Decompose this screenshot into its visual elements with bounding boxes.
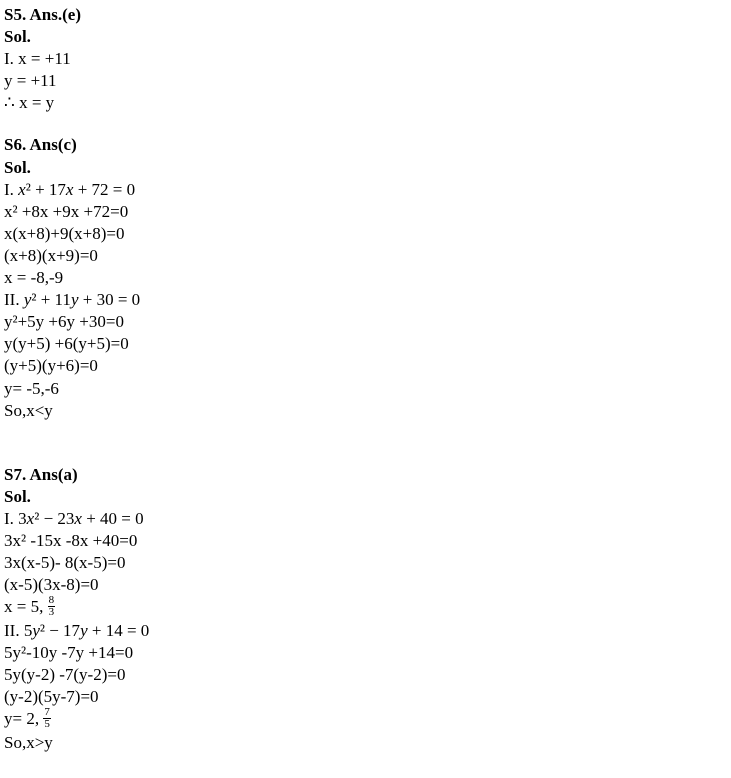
s5-line: ∴ x = y (4, 92, 727, 114)
s6-line: y²+5y +6y +30=0 (4, 311, 727, 333)
s6-line: So,x<y (4, 400, 727, 422)
s6-line: (x+8)(x+9)=0 (4, 245, 727, 267)
s5-line: I. x = +11 (4, 48, 727, 70)
eq-text: ² − 23 (34, 509, 74, 528)
eq-text: ² + 11 (31, 290, 71, 309)
s7-equation-2: II. 5y² − 17y + 14 = 0 (4, 620, 727, 642)
s6-line: x = -8,-9 (4, 267, 727, 289)
s7-sol-label: Sol. (4, 486, 727, 508)
fraction-denominator: 3 (48, 607, 56, 618)
s6-equation-2: II. y² + 11y + 30 = 0 (4, 289, 727, 311)
eq-prefix: I. (4, 180, 18, 199)
s7-x-equals: x = 5, 83 (4, 596, 727, 620)
s6-line: y= -5,-6 (4, 378, 727, 400)
eq-text: ² − 17 (40, 621, 80, 640)
s6-line: x(x+8)+9(x+8)=0 (4, 223, 727, 245)
eq-text: ² + 17 (26, 180, 66, 199)
fraction: 75 (43, 707, 51, 730)
eq-text: + 14 = 0 (88, 621, 150, 640)
eq-var: y (80, 621, 88, 640)
eq-text: x = 5, (4, 597, 48, 616)
eq-text: + 30 = 0 (78, 290, 140, 309)
eq-prefix: I. 3 (4, 509, 27, 528)
s6-heading: S6. Ans(c) (4, 134, 727, 156)
eq-var: y (32, 621, 40, 640)
s7-line: (x-5)(3x-8)=0 (4, 574, 727, 596)
s7-line: 3x(x-5)- 8(x-5)=0 (4, 552, 727, 574)
s7-line: 5y²-10y -7y +14=0 (4, 642, 727, 664)
s6-sol-label: Sol. (4, 157, 727, 179)
eq-text: + 72 = 0 (73, 180, 135, 199)
solution-s6: S6. Ans(c) Sol. I. x² + 17x + 72 = 0 x² … (4, 134, 727, 421)
s7-line: (y-2)(5y-7)=0 (4, 686, 727, 708)
s5-heading: S5. Ans.(e) (4, 4, 727, 26)
eq-prefix: II. 5 (4, 621, 32, 640)
s7-equation-1: I. 3x² − 23x + 40 = 0 (4, 508, 727, 530)
eq-text: + 40 = 0 (82, 509, 144, 528)
s7-y-equals: y= 2, 75 (4, 708, 727, 732)
fraction: 83 (48, 595, 56, 618)
s7-line: 3x² -15x -8x +40=0 (4, 530, 727, 552)
fraction-denominator: 5 (43, 719, 51, 730)
solution-s5: S5. Ans.(e) Sol. I. x = +11 y = +11 ∴ x … (4, 4, 727, 114)
s6-line: (y+5)(y+6)=0 (4, 355, 727, 377)
eq-prefix: II. (4, 290, 24, 309)
eq-var: x (18, 180, 26, 199)
s6-equation-1: I. x² + 17x + 72 = 0 (4, 179, 727, 201)
s6-line: x² +8x +9x +72=0 (4, 201, 727, 223)
s7-heading: S7. Ans(a) (4, 464, 727, 486)
eq-var: x (74, 509, 82, 528)
s7-final: So,x>y (4, 732, 727, 754)
s5-sol-label: Sol. (4, 26, 727, 48)
s5-line: y = +11 (4, 70, 727, 92)
s7-line: 5y(y-2) -7(y-2)=0 (4, 664, 727, 686)
solution-s7: S7. Ans(a) Sol. I. 3x² − 23x + 40 = 0 3x… (4, 464, 727, 754)
s6-line: y(y+5) +6(y+5)=0 (4, 333, 727, 355)
eq-text: y= 2, (4, 709, 43, 728)
